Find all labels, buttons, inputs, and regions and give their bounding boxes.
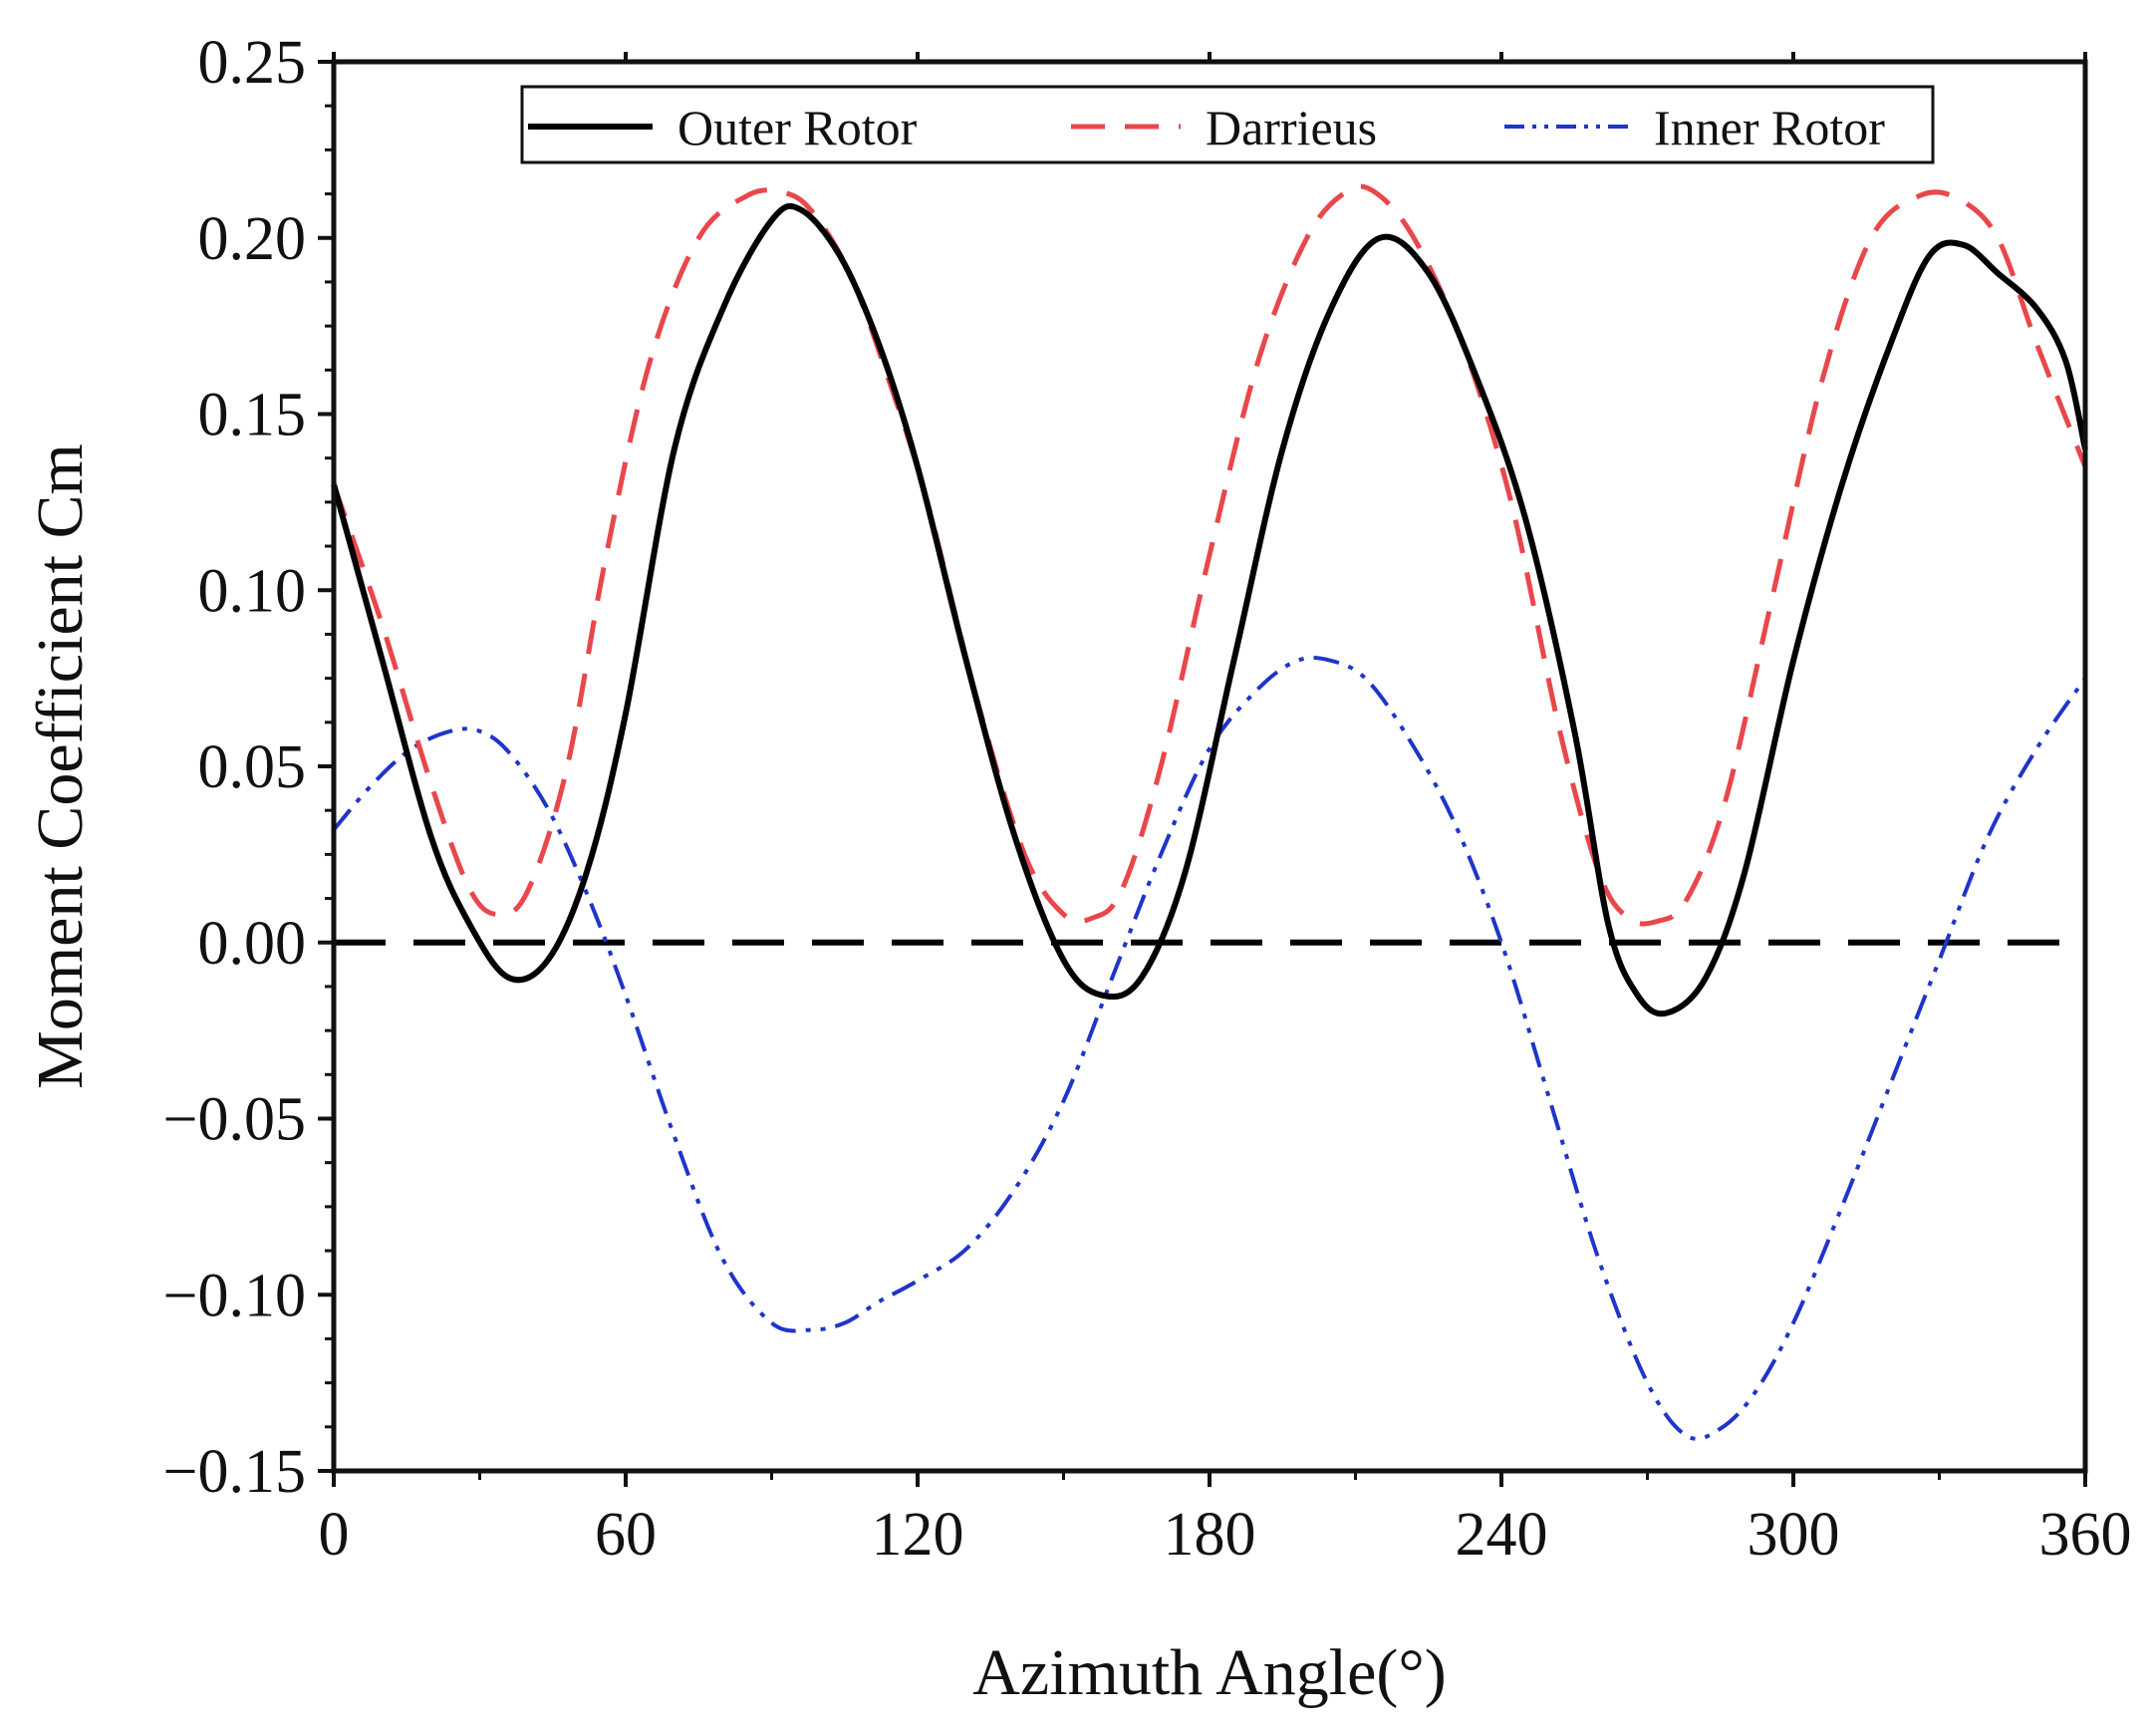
y-tick-label: 0.20 (198, 205, 307, 273)
y-tick-label: −0.05 (163, 1086, 306, 1154)
y-tick-label: 0.05 (198, 733, 307, 801)
y-tick-label: 0.10 (198, 557, 307, 625)
legend-box (520, 85, 1935, 164)
x-tick-label: 60 (595, 1501, 657, 1569)
legend-label-inner-rotor: Inner Rotor (1654, 100, 1885, 155)
y-axis-title: Moment Coefficient Cm (24, 443, 97, 1089)
y-tick-label: 0.00 (198, 910, 307, 978)
x-tick-label: 120 (872, 1501, 964, 1569)
y-tick-label: 0.15 (198, 382, 307, 449)
legend: Outer Rotor Darrieus Inner Rotor (520, 85, 1935, 164)
x-tick-label: 0 (319, 1501, 350, 1569)
legend-label-outer-rotor: Outer Rotor (677, 100, 918, 155)
x-tick-label: 360 (2039, 1501, 2132, 1569)
x-axis-title: Azimuth Angle(°) (972, 1636, 1446, 1709)
y-tick-label: 0.25 (198, 29, 307, 97)
legend-label-darrieus: Darrieus (1206, 100, 1377, 155)
y-tick-label: −0.10 (163, 1262, 306, 1329)
y-tick-label: −0.15 (163, 1438, 306, 1506)
series-line-inner-rotor (332, 656, 2087, 1441)
series-line-darrieus (331, 183, 2088, 927)
series-line-outer-rotor (331, 202, 2088, 1017)
x-tick-label: 300 (1748, 1501, 1840, 1569)
x-tick-label: 240 (1456, 1501, 1548, 1569)
x-tick-label: 180 (1164, 1501, 1256, 1569)
